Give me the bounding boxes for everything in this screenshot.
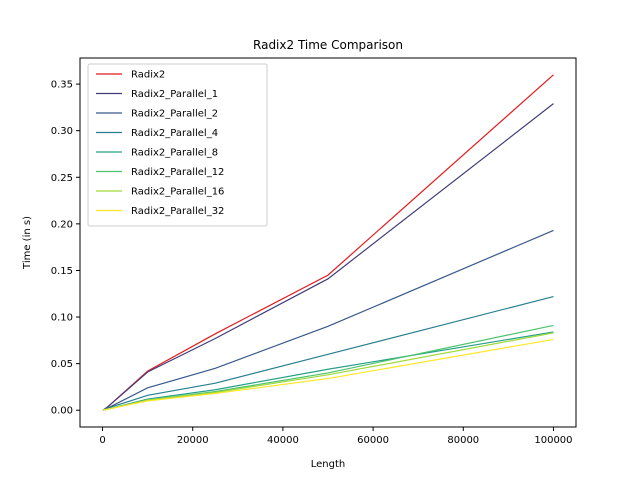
x-tick-label: 40000 (267, 435, 299, 446)
y-tick-label: 0.15 (51, 266, 73, 277)
legend-entry: Radix2_Parallel_1 (131, 89, 218, 100)
series-line-2 (102, 229, 554, 411)
legend: Radix2 Radix2_Parallel_1 Radix2_Parallel_2… (87, 63, 268, 227)
x-tick-label: 80000 (447, 435, 479, 446)
series-line-1 (102, 103, 554, 411)
y-axis: 0.00 0.05 0.10 0.15 0.20 0.25 0.30 0.35 (51, 80, 80, 417)
plot-frame (79, 57, 577, 428)
x-tick-label: 60000 (357, 435, 389, 446)
y-axis-label: Time (in s) (22, 216, 33, 270)
legend-entry: Radix2_Parallel_12 (131, 167, 224, 178)
y-tick-label: 0.00 (51, 406, 73, 417)
x-tick-label: 0 (99, 435, 105, 446)
legend-entry: Radix2_Parallel_2 (131, 109, 218, 120)
legend-entry: Radix2 (131, 70, 165, 81)
y-tick-label: 0.10 (51, 313, 73, 324)
legend-box (87, 63, 268, 227)
legend-entry: Radix2_Parallel_16 (131, 187, 224, 198)
chart-title: Radix2 Time Comparison (253, 38, 403, 52)
legend-entry: Radix2_Parallel_32 (131, 206, 224, 217)
y-tick-label: 0.05 (51, 359, 73, 370)
y-tick-label: 0.20 (51, 219, 73, 230)
plot-lines (102, 74, 554, 411)
y-tick-label: 0.30 (51, 126, 73, 137)
x-tick-label: 100000 (534, 435, 572, 446)
legend-entry: Radix2_Parallel_4 (131, 128, 218, 139)
x-tick-label: 20000 (177, 435, 209, 446)
series-line-7 (102, 338, 554, 411)
series-line-3 (102, 295, 554, 411)
x-axis-label: Length (311, 459, 346, 470)
legend-entry: Radix2_Parallel_8 (131, 148, 218, 159)
x-axis: 0 20000 40000 60000 80000 100000 (99, 427, 573, 446)
y-tick-label: 0.35 (51, 80, 73, 91)
y-tick-label: 0.25 (51, 173, 73, 184)
